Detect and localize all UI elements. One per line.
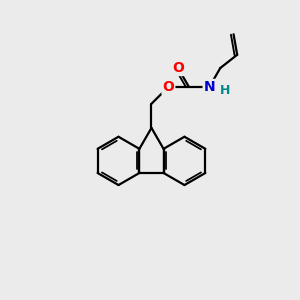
Text: O: O [162, 80, 174, 94]
Text: H: H [220, 84, 230, 97]
Text: O: O [172, 61, 184, 75]
Text: N: N [204, 80, 215, 94]
